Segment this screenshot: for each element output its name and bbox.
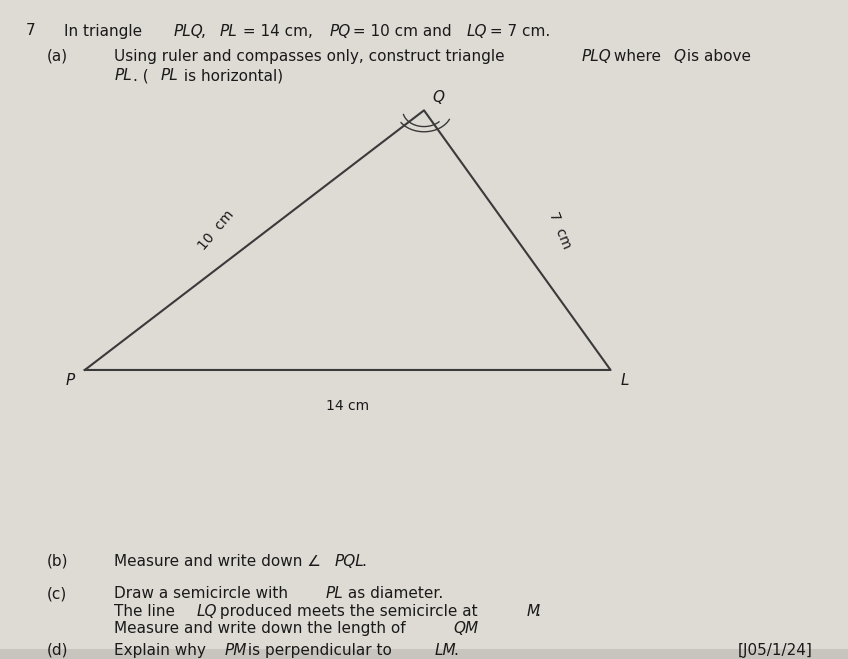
Text: 14 cm: 14 cm	[326, 399, 369, 413]
Text: = 7 cm.: = 7 cm.	[485, 24, 550, 39]
Text: Measure and write down the length of: Measure and write down the length of	[114, 621, 411, 636]
Text: = 14 cm,: = 14 cm,	[237, 24, 317, 39]
Text: produced meets the semicircle at: produced meets the semicircle at	[215, 604, 483, 619]
Text: PM: PM	[225, 643, 247, 658]
Text: LQ: LQ	[197, 604, 217, 619]
Text: Q: Q	[432, 90, 444, 105]
Text: is above: is above	[683, 49, 751, 64]
Text: PL: PL	[114, 68, 132, 83]
Text: LM: LM	[435, 643, 457, 658]
Text: PL: PL	[325, 586, 343, 601]
Text: 10  cm: 10 cm	[196, 208, 237, 253]
Text: (d): (d)	[47, 643, 68, 658]
Text: .: .	[454, 643, 458, 658]
Text: In triangle: In triangle	[64, 24, 147, 39]
Text: as diameter.: as diameter.	[343, 586, 444, 601]
Text: PL: PL	[160, 68, 178, 83]
Text: (b): (b)	[47, 554, 68, 569]
Text: where: where	[609, 49, 666, 64]
Text: Explain why: Explain why	[114, 643, 211, 658]
Text: PQ: PQ	[329, 24, 350, 39]
Text: M: M	[527, 604, 539, 619]
Text: 7  cm: 7 cm	[546, 210, 573, 251]
Text: Draw a semicircle with: Draw a semicircle with	[114, 586, 293, 601]
Text: .: .	[362, 554, 366, 569]
Text: Using ruler and compasses only, construct triangle: Using ruler and compasses only, construc…	[114, 49, 510, 64]
Text: (a): (a)	[47, 49, 68, 64]
Text: (c): (c)	[47, 586, 67, 601]
Text: ,: ,	[201, 24, 210, 39]
Text: P: P	[65, 373, 75, 388]
Text: is horizontal): is horizontal)	[179, 68, 282, 83]
Text: PLQ: PLQ	[582, 49, 611, 64]
Text: L: L	[621, 373, 629, 388]
Text: QM: QM	[454, 621, 478, 636]
Text: The line: The line	[114, 604, 181, 619]
Text: 7: 7	[25, 22, 35, 38]
Text: [J05/1/24]: [J05/1/24]	[738, 643, 812, 658]
Text: Q: Q	[673, 49, 685, 64]
Text: is perpendicular to: is perpendicular to	[243, 643, 397, 658]
Text: PQL: PQL	[334, 554, 364, 569]
Text: LQ: LQ	[466, 24, 487, 39]
Text: . (: . (	[133, 68, 148, 83]
Text: PLQ: PLQ	[174, 24, 204, 39]
Text: .: .	[536, 604, 541, 619]
Text: Measure and write down ∠: Measure and write down ∠	[114, 554, 321, 569]
Text: PL: PL	[220, 24, 237, 39]
Text: = 10 cm and: = 10 cm and	[348, 24, 456, 39]
